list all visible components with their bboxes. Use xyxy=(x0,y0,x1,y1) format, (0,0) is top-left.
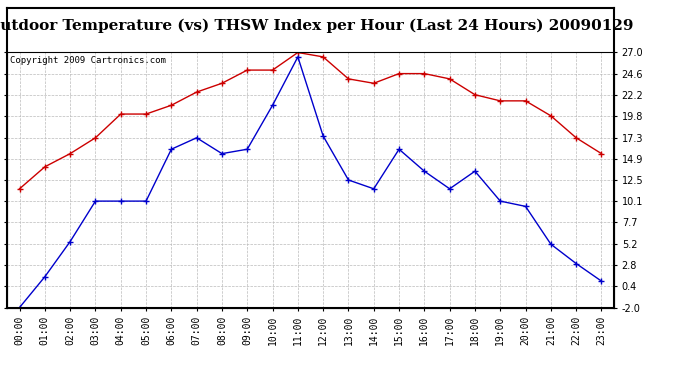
Text: Copyright 2009 Cartronics.com: Copyright 2009 Cartronics.com xyxy=(10,56,166,65)
Text: Outdoor Temperature (vs) THSW Index per Hour (Last 24 Hours) 20090129: Outdoor Temperature (vs) THSW Index per … xyxy=(0,18,633,33)
